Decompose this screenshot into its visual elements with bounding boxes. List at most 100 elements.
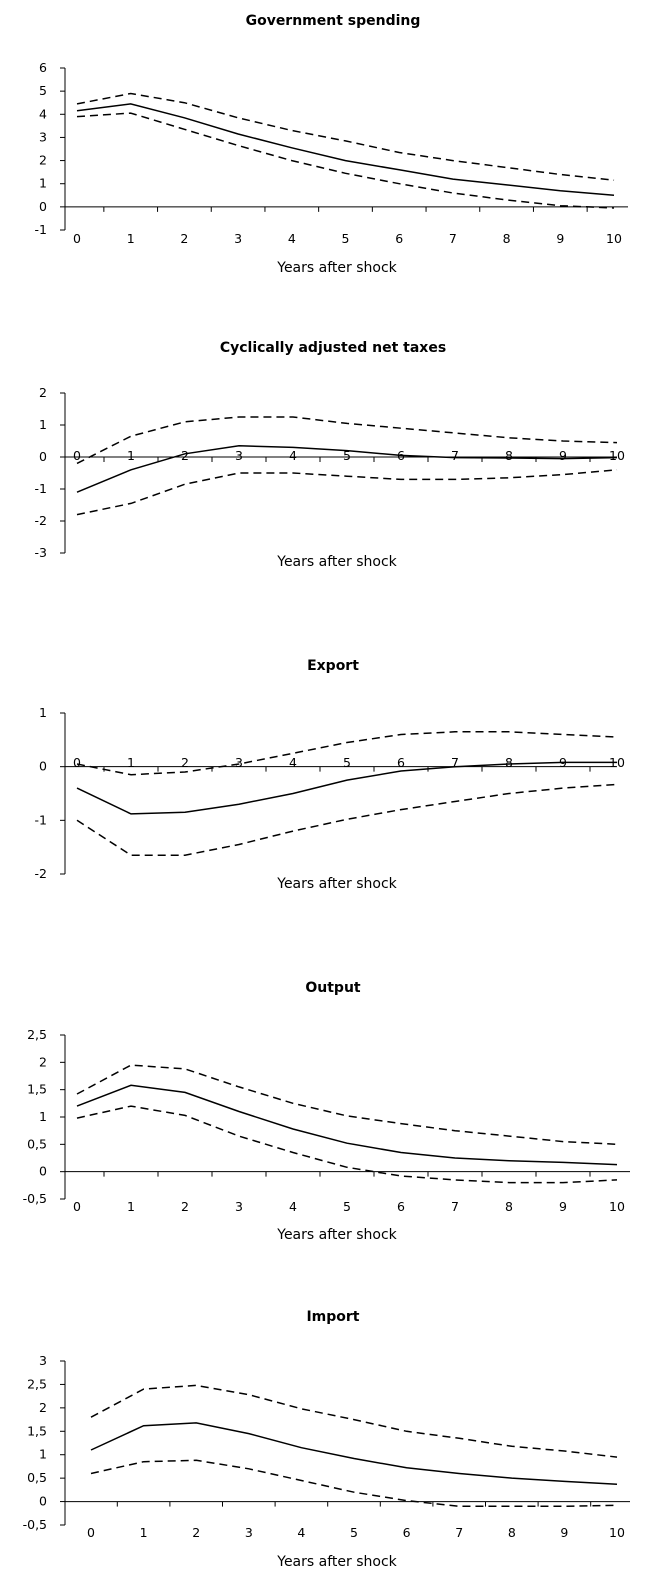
x-tick-label: 8 bbox=[505, 755, 513, 770]
x-tick-label: 7 bbox=[455, 1525, 463, 1540]
x-tick-label: 7 bbox=[449, 231, 457, 246]
x-tick-label: 7 bbox=[451, 448, 459, 463]
x-tick-label: 6 bbox=[403, 1525, 411, 1540]
series-line-lower bbox=[76, 469, 618, 516]
x-tick-label: 5 bbox=[342, 231, 350, 246]
y-tick-label: 3 bbox=[39, 1353, 47, 1368]
series-line-upper bbox=[90, 1384, 618, 1458]
y-tick-label: 4 bbox=[39, 106, 47, 121]
y-tick-label: 1,5 bbox=[27, 1082, 47, 1097]
x-tick-label: 3 bbox=[235, 755, 243, 770]
series-line-upper bbox=[76, 416, 618, 465]
chart-title: Export bbox=[307, 658, 359, 674]
series-line-lower bbox=[76, 112, 615, 209]
x-tick-label: 10 bbox=[606, 231, 622, 246]
x-axis-label: Years after shock bbox=[276, 554, 397, 570]
x-tick-label: 0 bbox=[73, 755, 81, 770]
x-tick-label: 2 bbox=[192, 1525, 200, 1540]
y-tick-label: -1 bbox=[35, 222, 47, 237]
y-tick-label: 1 bbox=[39, 1447, 47, 1462]
chart-panel-0: Government spending -1 0 1 2 3 4 5 6 0 1 2 3 4 5 6 7 8 9 10… bbox=[35, 13, 628, 276]
series-line-estimate bbox=[76, 445, 618, 493]
x-axis-label: Years after shock bbox=[276, 876, 397, 892]
chart-panel-1: Cyclically adjusted net taxes -3 -2 -1 0 1 2 0 1… bbox=[35, 340, 625, 570]
series-line-lower bbox=[76, 783, 618, 856]
chart-title: Government spending bbox=[246, 13, 421, 29]
x-tick-label: 2 bbox=[181, 1199, 189, 1214]
y-tick-label: 2 bbox=[39, 1400, 47, 1415]
x-tick-label: 5 bbox=[343, 755, 351, 770]
x-tick-label: 3 bbox=[235, 1199, 243, 1214]
y-tick-label: 2,5 bbox=[27, 1376, 47, 1391]
y-tick-label: -2 bbox=[35, 513, 47, 528]
y-tick-label: 0 bbox=[39, 1494, 47, 1509]
x-tick-label: 3 bbox=[234, 231, 242, 246]
y-tick-label: -1 bbox=[35, 481, 47, 496]
x-tick-label: 0 bbox=[73, 1199, 81, 1214]
x-tick-label: 6 bbox=[397, 755, 405, 770]
y-tick-label: 0,5 bbox=[27, 1470, 47, 1485]
y-tick-label: 1 bbox=[39, 417, 47, 432]
x-tick-label: 5 bbox=[343, 448, 351, 463]
x-tick-label: 5 bbox=[350, 1525, 358, 1540]
x-tick-label: 4 bbox=[288, 231, 296, 246]
x-tick-label: 9 bbox=[559, 1199, 567, 1214]
x-tick-label: 10 bbox=[609, 448, 625, 463]
chart-panel-4: Import -0,5 0 0,5 1 1,5 2 2,5 3 0 1 2 3 4 5 6 7 8 9 10 Years… bbox=[23, 1309, 630, 1570]
x-tick-label: 2 bbox=[181, 755, 189, 770]
x-tick-label: 1 bbox=[127, 755, 135, 770]
chart-title: Output bbox=[305, 980, 361, 996]
x-tick-label: 2 bbox=[180, 231, 188, 246]
y-tick-label: -3 bbox=[35, 545, 47, 560]
x-tick-label: 8 bbox=[505, 448, 513, 463]
x-axis-label: Years after shock bbox=[276, 1227, 397, 1243]
series-line-estimate bbox=[90, 1422, 618, 1485]
x-axis-label: Years after shock bbox=[276, 1554, 397, 1570]
x-tick-label: 9 bbox=[556, 231, 564, 246]
y-tick-label: -1 bbox=[35, 812, 47, 827]
x-tick-label: 7 bbox=[451, 1199, 459, 1214]
chart-title: Cyclically adjusted net taxes bbox=[220, 340, 446, 356]
x-tick-label: 6 bbox=[397, 1199, 405, 1214]
x-tick-label: 4 bbox=[297, 1525, 305, 1540]
x-tick-label: 4 bbox=[289, 755, 297, 770]
x-tick-label: 0 bbox=[73, 231, 81, 246]
y-tick-label: 1 bbox=[39, 176, 47, 191]
series-line-upper bbox=[76, 1064, 618, 1146]
x-tick-label: 9 bbox=[560, 1525, 568, 1540]
y-tick-label: 0 bbox=[39, 1164, 47, 1179]
x-tick-label: 4 bbox=[289, 1199, 297, 1214]
x-tick-label: 8 bbox=[503, 231, 511, 246]
series-line-lower bbox=[76, 1105, 618, 1184]
x-tick-label: 2 bbox=[181, 448, 189, 463]
y-tick-label: 0 bbox=[39, 759, 47, 774]
y-tick-label: 2 bbox=[39, 1054, 47, 1069]
y-tick-label: 1,5 bbox=[27, 1423, 47, 1438]
series-line-estimate bbox=[76, 103, 615, 197]
y-tick-label: -0,5 bbox=[23, 1517, 47, 1532]
y-tick-label: 0 bbox=[39, 199, 47, 214]
y-tick-label: 2,5 bbox=[27, 1027, 47, 1042]
series-line-lower bbox=[90, 1459, 618, 1508]
y-tick-label: -2 bbox=[35, 866, 47, 881]
series-line-estimate bbox=[76, 1084, 618, 1166]
x-tick-label: 1 bbox=[127, 448, 135, 463]
y-tick-label: 6 bbox=[39, 60, 47, 75]
x-tick-label: 1 bbox=[127, 1199, 135, 1214]
y-tick-label: 1 bbox=[39, 705, 47, 720]
y-tick-label: 2 bbox=[39, 385, 47, 400]
series-line-upper bbox=[76, 731, 618, 776]
y-tick-label: 1 bbox=[39, 1109, 47, 1124]
x-tick-label: 7 bbox=[451, 755, 459, 770]
x-tick-label: 1 bbox=[140, 1525, 148, 1540]
chart-panel-3: Output -0,5 0 0,5 1 1,5 2 2,5 0 1 2 3 4 5 6 7 8 9 10 Years … bbox=[23, 980, 630, 1243]
y-tick-label: 0 bbox=[39, 449, 47, 464]
x-axis-label: Years after shock bbox=[276, 260, 397, 276]
x-tick-label: 10 bbox=[609, 755, 625, 770]
y-tick-label: 0,5 bbox=[27, 1136, 47, 1151]
y-tick-label: -0,5 bbox=[23, 1191, 47, 1206]
x-tick-label: 6 bbox=[395, 231, 403, 246]
x-tick-label: 4 bbox=[289, 448, 297, 463]
chart-title: Import bbox=[306, 1309, 359, 1325]
